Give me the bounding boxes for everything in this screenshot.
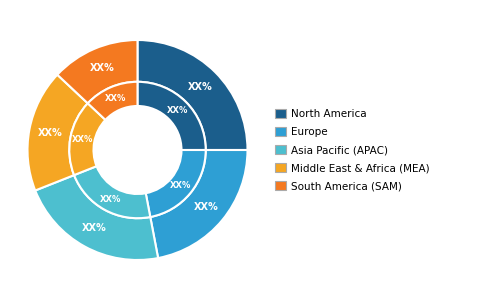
- Text: XX%: XX%: [104, 94, 126, 103]
- Legend: North America, Europe, Asia Pacific (APAC), Middle East & Africa (MEA), South Am: North America, Europe, Asia Pacific (APA…: [275, 109, 430, 191]
- Text: XX%: XX%: [194, 202, 218, 212]
- Wedge shape: [70, 103, 106, 175]
- Text: XX%: XX%: [170, 181, 192, 190]
- Wedge shape: [138, 40, 248, 150]
- Wedge shape: [150, 150, 248, 258]
- Text: XX%: XX%: [90, 63, 114, 73]
- Text: XX%: XX%: [82, 223, 107, 233]
- Wedge shape: [74, 166, 150, 218]
- Wedge shape: [146, 150, 206, 217]
- Text: XX%: XX%: [166, 106, 188, 115]
- Text: XX%: XX%: [188, 82, 213, 92]
- Wedge shape: [58, 40, 138, 103]
- Wedge shape: [138, 82, 205, 150]
- Text: XX%: XX%: [100, 195, 121, 204]
- Wedge shape: [88, 82, 138, 120]
- Text: XX%: XX%: [38, 128, 62, 138]
- Wedge shape: [28, 75, 88, 190]
- Text: XX%: XX%: [72, 135, 93, 144]
- Wedge shape: [35, 175, 158, 260]
